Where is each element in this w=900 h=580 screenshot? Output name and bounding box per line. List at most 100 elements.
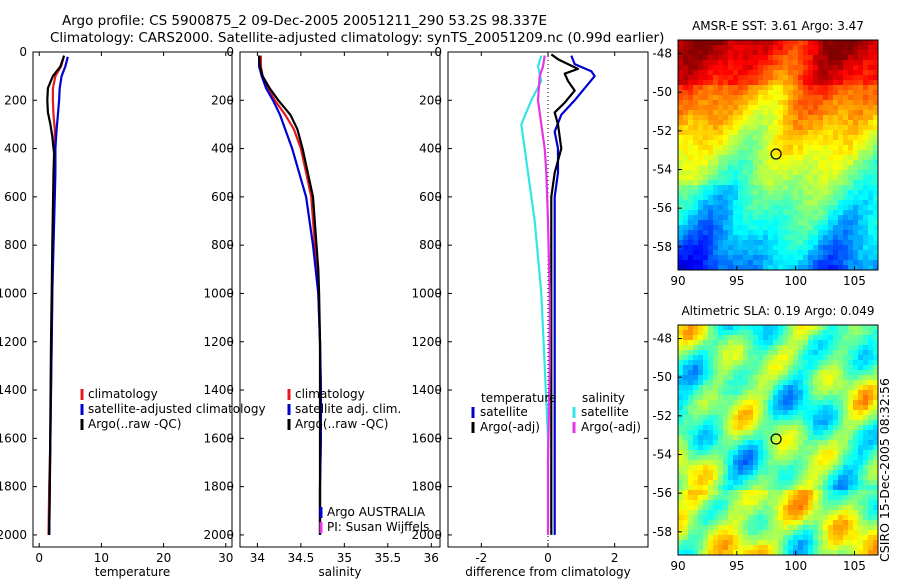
sst_map-cell (773, 260, 779, 266)
sla_map-cell (798, 370, 804, 376)
sla_map-cell (773, 325, 779, 331)
sla_map-cell (813, 385, 819, 391)
sla_map-cell (768, 490, 774, 496)
sst_map-cell (743, 155, 749, 161)
sst_map-cell (793, 45, 799, 51)
sla_map-cell (743, 400, 749, 406)
sst_map-cell (743, 265, 749, 271)
sst_map-cell (828, 190, 834, 196)
sla_map-cell (833, 470, 839, 476)
sla_map-cell (843, 505, 849, 511)
sst_map-cell (703, 125, 709, 131)
sla_map-cell (798, 515, 804, 521)
sst_map-cell (813, 65, 819, 71)
sla_map-cell (733, 445, 739, 451)
sst_map-cell (803, 100, 809, 106)
sla_map-cell (738, 445, 744, 451)
sla_map-cell (738, 385, 744, 391)
sst_map-cell (743, 200, 749, 206)
sst_map-cell (833, 135, 839, 141)
sla_map-cell (688, 465, 694, 471)
sla_map-cell (773, 345, 779, 351)
sla_map-cell (768, 535, 774, 541)
sla_map-cell (753, 530, 759, 536)
sst_map-cell (713, 245, 719, 251)
sst_map-cell (813, 80, 819, 86)
sla_map-cell (783, 370, 789, 376)
sla_map-cell (818, 375, 824, 381)
sla_map-cell (708, 490, 714, 496)
sst_map-cell (698, 150, 704, 156)
sst_map-cell (823, 240, 829, 246)
sla_map-cell (828, 380, 834, 386)
sla_map-cell (838, 430, 844, 436)
sla_map-cell (843, 480, 849, 486)
sst_map-cell (733, 260, 739, 266)
sst_map-cell (708, 145, 714, 151)
sst_map-cell (743, 230, 749, 236)
sst_map-cell (793, 220, 799, 226)
sst_map-cell (718, 115, 724, 121)
sla_map-cell (783, 405, 789, 411)
sst_map-cell (728, 110, 734, 116)
sla_map-cell (803, 530, 809, 536)
sst_map-cell (733, 190, 739, 196)
sla_map-cell (858, 505, 864, 511)
sla_map-cell (783, 480, 789, 486)
sla_map-cell (718, 415, 724, 421)
sla_map-cell (848, 465, 854, 471)
sla_map-cell (808, 340, 814, 346)
sst_map-cell (798, 75, 804, 81)
sst_map-cell (773, 150, 779, 156)
sla_map-cell (823, 535, 829, 541)
sst_map-cell (778, 250, 784, 256)
sst_map-cell (718, 230, 724, 236)
sst_map-cell (843, 165, 849, 171)
sla_map-cell (713, 505, 719, 511)
sst_map-cell (723, 40, 729, 46)
sst_map-cell (863, 75, 869, 81)
sst_map-cell (753, 70, 759, 76)
sst_map-cell (858, 100, 864, 106)
sst_map-cell (848, 140, 854, 146)
sla_map-cell (813, 515, 819, 521)
sst_map-cell (813, 210, 819, 216)
sla_map-cell (758, 480, 764, 486)
sst_map-cell (868, 195, 874, 201)
sst_map-cell (748, 195, 754, 201)
sla_map-cell (718, 540, 724, 546)
sst_map-cell (788, 70, 794, 76)
sst_map-cell (788, 240, 794, 246)
sla_map-cell (688, 445, 694, 451)
sla_map-cell (828, 495, 834, 501)
sla_map-cell (773, 435, 779, 441)
sla_map-cell (688, 350, 694, 356)
sst_map-cell (678, 170, 684, 176)
sla_map-cell (728, 345, 734, 351)
sst_map-cell (743, 95, 749, 101)
sst_map-cell (788, 230, 794, 236)
sst_map-cell (808, 120, 814, 126)
sla_map-cell (823, 530, 829, 536)
sst_map-cell (773, 175, 779, 181)
sla_map-cell (708, 330, 714, 336)
sla_map-cell (783, 445, 789, 451)
sla_map-cell (808, 480, 814, 486)
sst_map-cell (693, 155, 699, 161)
sla_map-cell (738, 410, 744, 416)
sst_map-cell (838, 60, 844, 66)
sla_map-cell (683, 515, 689, 521)
sst_map-cell (678, 235, 684, 241)
sla_map-cell (808, 515, 814, 521)
sst_map-cell (788, 90, 794, 96)
sla_map-cell (823, 410, 829, 416)
sst_map-cell (748, 80, 754, 86)
sla_map-cell (858, 430, 864, 436)
sst_map-cell (763, 135, 769, 141)
sla_map-cell (823, 400, 829, 406)
sst_map-cell (868, 140, 874, 146)
sla_map-cell (713, 395, 719, 401)
sst_map-cell (688, 220, 694, 226)
sst_map-cell (833, 65, 839, 71)
sla_map-cell (788, 340, 794, 346)
